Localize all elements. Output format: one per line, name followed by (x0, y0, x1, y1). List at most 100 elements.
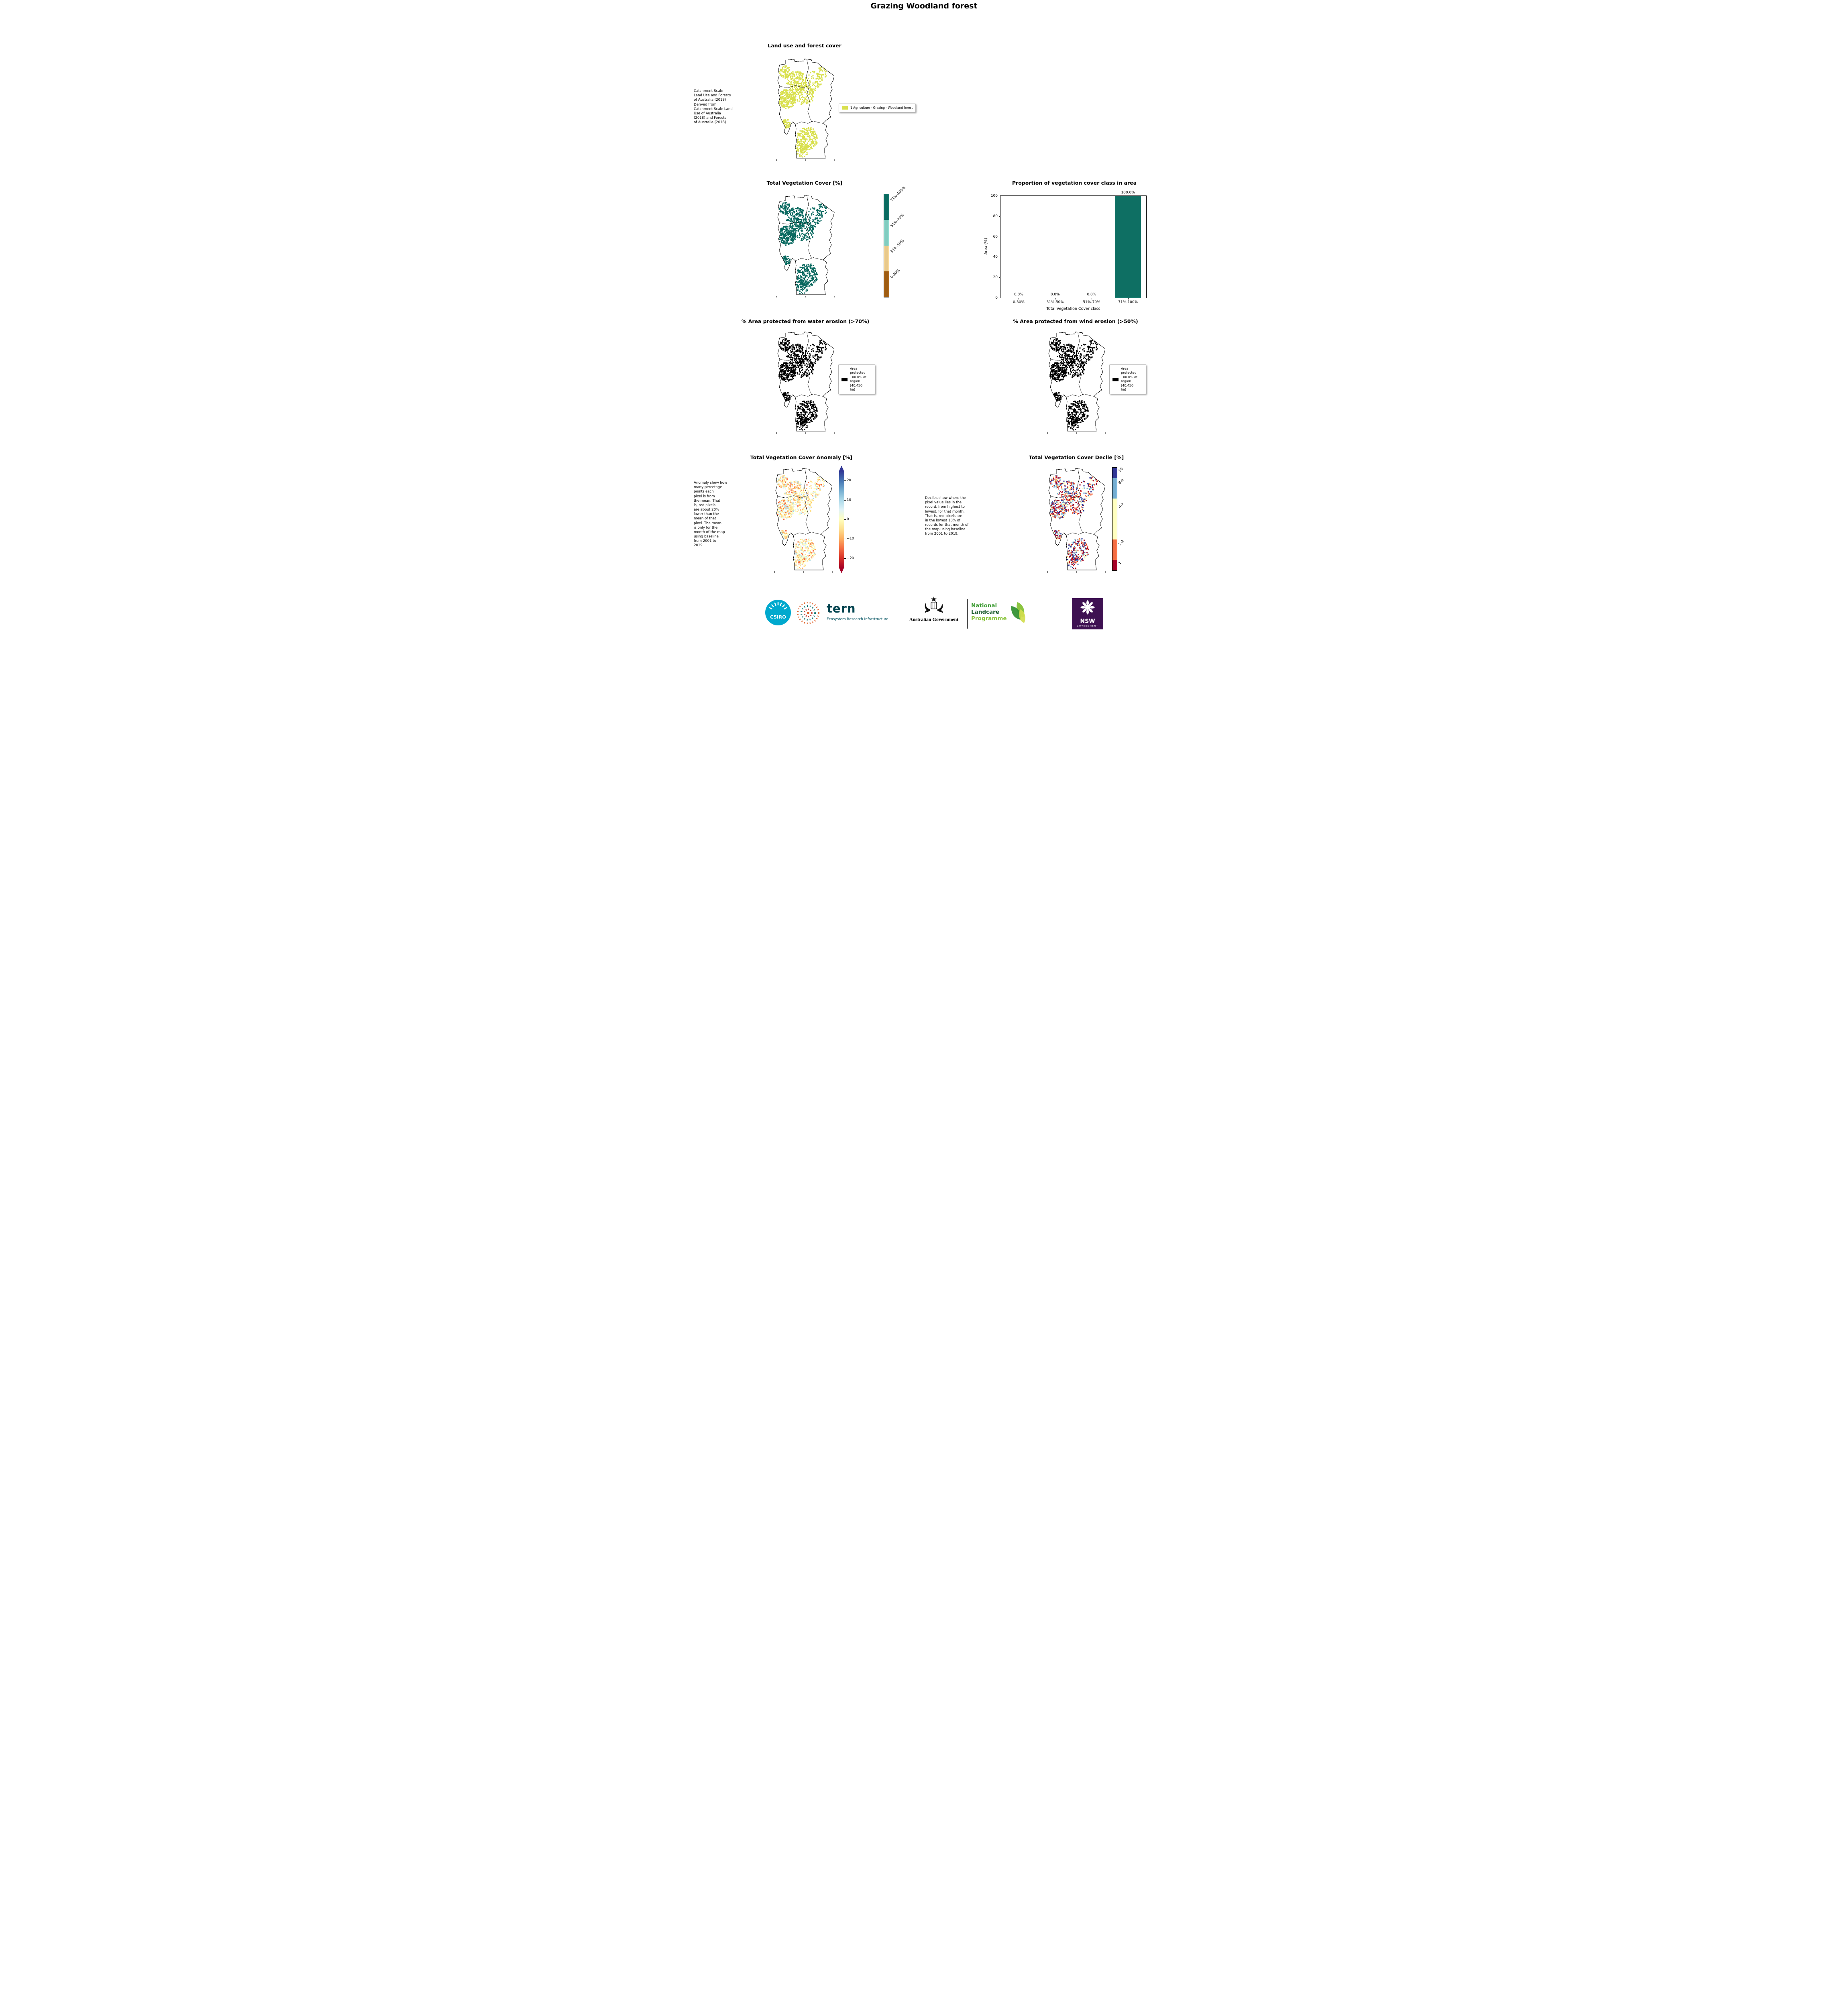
colorbar-class-label: 51%-70% (890, 213, 905, 228)
colorbar-segment (1112, 478, 1117, 499)
sub-catchment-boundary (806, 196, 812, 259)
colorbar-segment (1112, 498, 1117, 540)
y-tick-label: 40 (993, 255, 998, 259)
colorbar-class-label: 0-30% (890, 268, 901, 280)
water-legend-swatch (841, 377, 848, 381)
y-tick-label: 0 (995, 296, 998, 300)
x-tick-label: 0-30% (1013, 300, 1025, 304)
x-tick-label: 71%-100% (1118, 300, 1138, 304)
colorbar-segment (884, 194, 889, 220)
sub-catchment-boundary (793, 531, 821, 535)
landuse-legend-swatch (842, 106, 848, 110)
bar (1115, 196, 1141, 298)
colorbar-segment (884, 220, 889, 246)
sub-catchment-boundary (806, 60, 812, 122)
decile-note: Deciles show where the pixel value lies … (925, 496, 969, 536)
sub-catchment-boundary (779, 85, 810, 88)
tern-logo: tern Ecosystem Research Infrastructure (827, 603, 888, 622)
anomaly-colorbar: 20 10 0 −10 −20 (839, 466, 854, 573)
sub-catchment-boundary (1066, 531, 1094, 535)
axis-ticks (776, 296, 835, 298)
axis-ticks (774, 571, 833, 573)
landcare-line3: Programme (971, 615, 1007, 622)
footer-divider (967, 599, 968, 629)
sub-catchment-boundary (779, 358, 810, 361)
sub-catchment-boundary (1050, 358, 1081, 361)
colorbar-tick-label: 0 (847, 517, 849, 521)
y-tick-label: 20 (993, 275, 998, 280)
catchment-boundary (1048, 468, 1106, 570)
colorbar-arrow-up (839, 466, 844, 471)
sub-catchment-boundary (795, 394, 823, 397)
landuse-map (773, 56, 837, 161)
colorbar-gradient: 20 10 0 −10 −20 (839, 471, 854, 568)
pixel-layer (776, 475, 825, 570)
colorbar-tick-label: −20 (847, 556, 854, 560)
bar-value-label: 0.0% (1050, 293, 1060, 297)
decile-title: Total Vegetation Cover Decile [%] (1029, 454, 1124, 460)
colorbar-class-label: 10 (1118, 466, 1124, 473)
colorbar-segment (884, 271, 889, 297)
landuse-source-note: Catchment Scale Land Use and Forests of … (694, 89, 733, 125)
landuse-title: Land use and forest cover (768, 43, 841, 49)
tern-tagline: Ecosystem Research Infrastructure (827, 617, 888, 621)
bar-value-label: 100.0% (1121, 191, 1135, 195)
colorbar-segment (884, 246, 889, 271)
pixel-layer (1049, 338, 1098, 431)
axis-ticks (1047, 432, 1106, 434)
landcare-logo: National Landcare Programme (971, 603, 1007, 622)
catchment-boundary (777, 332, 835, 432)
sub-catchment-boundary (1077, 470, 1083, 533)
indigenous-artwork-icon (796, 600, 821, 627)
tvc-colorbar: 71%-100% 51%-70% 31%-50% 0-30% (884, 185, 907, 297)
y-tick-label: 100 (990, 194, 998, 198)
axis-ticks (776, 432, 835, 434)
anomaly-map (771, 466, 835, 573)
australian-government-crest-icon (923, 596, 945, 617)
csiro-logo: CSIRO (765, 600, 791, 627)
colorbar-class-label: 1 (1118, 561, 1123, 566)
proportion-plot: 0 20 40 60 80 100 0-30% 0.0% 31%-50% 0.0% 51%-70% 0… (991, 191, 1147, 304)
colorbar-class-label: 8-9 (1118, 478, 1125, 485)
pixel-layer (778, 202, 827, 294)
catchment-boundary (777, 59, 835, 159)
sub-catchment-boundary (1050, 495, 1081, 498)
x-tick-label: 31%-50% (1046, 300, 1064, 304)
wind-legend-swatch (1112, 377, 1119, 381)
landcare-leaves-icon (1006, 600, 1029, 628)
proportion-title: Proportion of vegetation cover class in … (1012, 180, 1137, 186)
pixel-layer (778, 338, 827, 431)
pixel-layer (1049, 475, 1098, 570)
colorbar-segment (1112, 560, 1117, 570)
pixel-layer (778, 65, 827, 158)
page-title: Grazing Woodland forest (870, 2, 978, 10)
bar-value-label: 0.0% (1087, 293, 1096, 297)
tvc-title: Total Vegetation Cover [%] (766, 180, 843, 186)
wind-legend-label: Area protected 100.0% of region (40,450 … (1121, 367, 1137, 391)
landcare-line1: National (971, 603, 997, 609)
wind-legend: Area protected 100.0% of region (40,450 … (1109, 364, 1146, 395)
water-map (773, 329, 837, 434)
axis-ticks (776, 159, 835, 161)
landuse-legend: 1 Agriculture - Grazing - Woodland fores… (839, 104, 916, 112)
sub-catchment-boundary (795, 257, 823, 261)
colorbar-class-label: 31%-50% (890, 238, 905, 254)
landuse-legend-label: 1 Agriculture - Grazing - Woodland fores… (850, 106, 913, 110)
anomaly-title: Total Vegetation Cover Anomaly [%] (750, 454, 853, 460)
sub-catchment-boundary (777, 495, 808, 498)
sub-catchment-boundary (1066, 394, 1094, 397)
csiro-rays (769, 602, 787, 610)
sub-catchment-boundary (806, 333, 812, 395)
csiro-logo-mark: CSIRO (765, 600, 791, 625)
colorbar-arrow-down (839, 568, 844, 573)
colorbar-segment (1112, 468, 1117, 478)
catchment-boundary (1048, 332, 1106, 432)
axis-ticks (1047, 571, 1106, 573)
colorbar-tick-label: −10 (847, 537, 854, 541)
colorbar-class-label: 2-3 (1118, 539, 1125, 547)
water-legend: Area protected 100.0% of region (40,450 … (838, 364, 875, 395)
wind-map (1044, 329, 1108, 434)
sub-catchment-boundary (804, 470, 810, 533)
anomaly-note: Anomaly show how many percetage points e… (694, 481, 727, 548)
wind-title: % Area protected from wind erosion (>50%… (1013, 318, 1138, 324)
